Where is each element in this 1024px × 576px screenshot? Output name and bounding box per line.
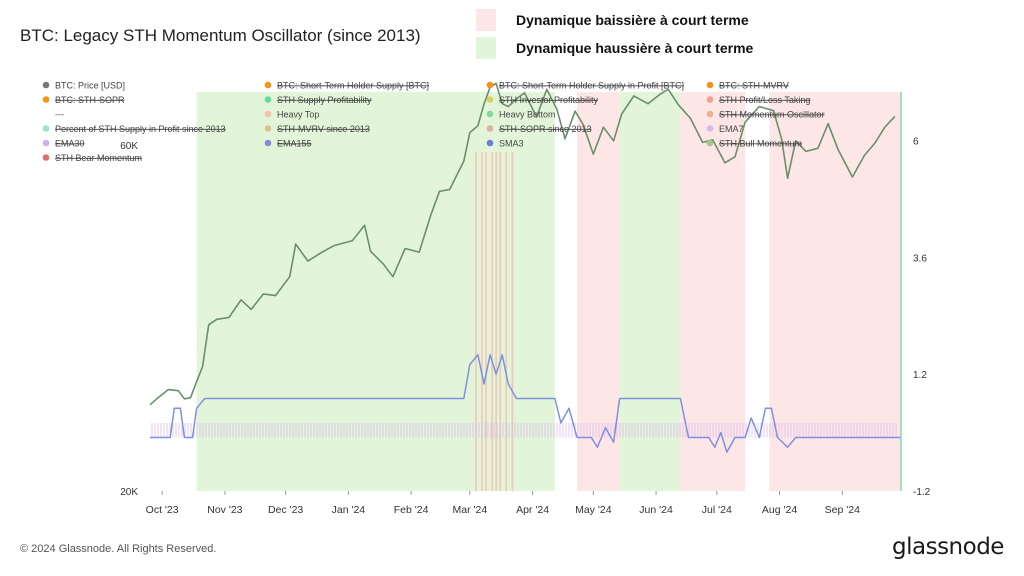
- x-tick-label: Sep '24: [825, 504, 860, 516]
- copyright-notice: © 2024 Glassnode. All Rights Reserved.: [20, 543, 217, 555]
- legend-label: STH-MVRV since 2013: [277, 124, 370, 134]
- legend-label: STH Investor Profitability: [499, 95, 599, 105]
- legend-marker: [706, 96, 714, 103]
- legend-marker: [264, 125, 272, 132]
- legend-label: EMA155: [277, 139, 312, 149]
- x-tick-label: Mar '24: [452, 504, 487, 516]
- legend-marker: [486, 96, 494, 103]
- x-tick-label: Oct '23: [146, 504, 179, 516]
- bearish-momentum-key: Dynamique baissière à court terme: [476, 9, 749, 31]
- y-right-tick-label: 3.6: [913, 253, 927, 264]
- y-right-tick-label: 1.2: [913, 370, 927, 381]
- legend-label: BTC: STH-SOPR: [55, 95, 125, 105]
- bullish-momentum-key: Dynamique haussière à court terme: [476, 37, 753, 59]
- legend-label: STH Momentum Oscillator: [719, 110, 825, 120]
- legend-marker: [486, 81, 494, 89]
- x-tick-label: Aug '24: [762, 504, 797, 516]
- legend-marker: [264, 110, 272, 118]
- legend-marker: [42, 125, 50, 132]
- y-left-tick-label: 20K: [120, 487, 138, 498]
- x-tick-label: May '24: [575, 504, 612, 516]
- legend-label: STH Supply Profitability: [277, 95, 372, 105]
- btc-price-line: [149, 82, 896, 406]
- legend-label: EMA7: [719, 124, 744, 134]
- y-left-tick-label: 60K: [120, 141, 138, 152]
- legend-label: BTC: Price [USD]: [55, 81, 125, 91]
- legend-label: BTC: Short-Term Holder Supply [BTC]: [277, 81, 429, 91]
- legend-marker: [42, 139, 50, 147]
- bearish-swatch: [476, 9, 496, 31]
- x-tick-label: Jul '24: [702, 504, 732, 516]
- legend-label: BTC: Short-Term Holder Supply in Profit …: [499, 81, 684, 91]
- legend-marker: [706, 125, 714, 132]
- legend-label: STH-SOPR since 2013: [499, 124, 592, 134]
- x-tick-label: Feb '24: [394, 504, 429, 516]
- legend-marker: [486, 139, 494, 147]
- bear-momentum-region: [577, 92, 620, 491]
- legend-label: STH Profit/Loss Taking: [719, 95, 810, 105]
- legend-marker: [706, 81, 714, 89]
- legend-label: STH Bear Momentum: [55, 153, 142, 163]
- legend-marker: [42, 154, 50, 161]
- legend-label: STH Bull Momentum: [719, 139, 802, 149]
- legend-marker: [486, 125, 494, 132]
- bullish-key-label: Dynamique haussière à court terme: [516, 40, 754, 56]
- bearish-key-label: Dynamique baissière à court terme: [516, 12, 749, 28]
- x-tick-label: Nov '23: [207, 504, 242, 516]
- legend-marker: [486, 110, 494, 118]
- legend-label: Heavy Bottom: [499, 110, 556, 120]
- legend-marker: [264, 96, 272, 103]
- sma3-oscillator-line: [150, 354, 901, 453]
- legend-label: Heavy Top: [277, 110, 319, 120]
- glassnode-logo: glassnode: [892, 534, 1004, 560]
- legend-label: EMA30: [55, 139, 85, 149]
- chart-title: BTC: Legacy STH Momentum Oscillator (sin…: [20, 26, 421, 45]
- legend-label: ---: [55, 110, 64, 120]
- legend-marker: [264, 81, 272, 89]
- legend-label: BTC: STH-MVRV: [719, 81, 789, 91]
- x-tick-label: Jun '24: [639, 504, 673, 516]
- x-tick-label: Apr '24: [516, 504, 549, 516]
- legend-marker: [706, 110, 714, 118]
- y-right-tick-label: -1.2: [913, 487, 931, 498]
- legend-marker: [42, 81, 50, 89]
- legend-marker: [706, 139, 714, 147]
- legend-label: SMA3: [499, 139, 524, 149]
- legend-label: Percent of STH Supply in Profit since 20…: [55, 124, 226, 134]
- legend-marker: [42, 96, 50, 103]
- x-tick-label: Dec '23: [268, 504, 303, 516]
- bull-momentum-region: [196, 92, 555, 491]
- legend-marker: [264, 139, 272, 147]
- y-right-tick-label: 6: [913, 137, 919, 148]
- x-tick-label: Jan '24: [332, 504, 366, 516]
- bullish-swatch: [476, 37, 496, 59]
